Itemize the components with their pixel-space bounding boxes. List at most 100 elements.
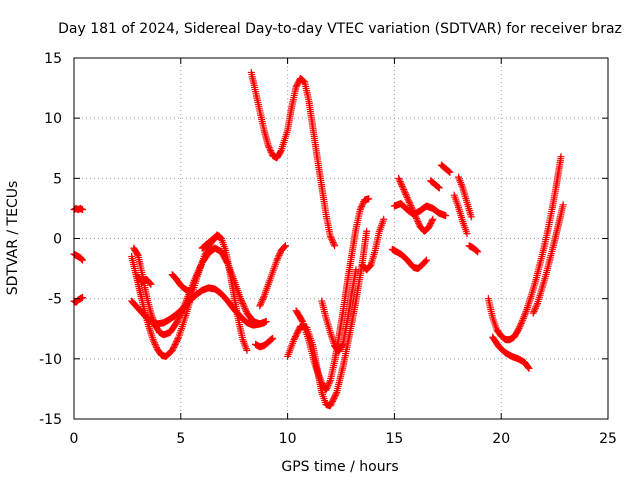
data-point: [193, 270, 201, 278]
data-point: [172, 339, 180, 347]
data-point: [358, 202, 366, 210]
data-point: [326, 232, 334, 240]
y-tick-label: -5: [48, 292, 62, 308]
data-point: [257, 299, 265, 307]
data-point: [328, 399, 336, 407]
series-arc-6: [128, 284, 270, 329]
data-point: [332, 390, 340, 398]
x-tick-label: 15: [385, 431, 403, 447]
data-point: [429, 215, 437, 223]
data-point: [474, 248, 482, 256]
data-point: [147, 280, 155, 288]
data-point: [515, 324, 523, 332]
data-point: [268, 335, 276, 343]
data-point: [269, 334, 277, 342]
data-point: [327, 234, 335, 242]
data-point: [328, 397, 336, 405]
data-point: [400, 187, 408, 195]
data-point: [169, 345, 177, 353]
series-arc-12: [256, 242, 289, 310]
data-point: [404, 195, 412, 203]
data-point: [171, 341, 179, 349]
x-tick-label: 5: [176, 431, 185, 447]
data-point: [78, 255, 86, 263]
series-arc-2: [70, 250, 87, 264]
data-point: [396, 178, 404, 186]
data-point: [298, 316, 306, 324]
series-arc-1: [70, 204, 87, 214]
data-point: [338, 341, 346, 349]
data-point: [399, 184, 407, 192]
data-point: [403, 192, 411, 200]
data-point: [331, 393, 339, 401]
data-point: [291, 334, 299, 342]
data-point: [150, 339, 158, 347]
data-point: [329, 396, 337, 404]
series-arc-10: [252, 334, 277, 351]
series-arc-9: [198, 232, 223, 252]
data-point: [398, 182, 406, 190]
series-arc-16: [358, 215, 388, 274]
data-point: [294, 328, 302, 336]
data-point: [559, 201, 567, 209]
data-point: [150, 337, 158, 345]
data-point: [281, 242, 289, 250]
data-point: [445, 167, 453, 175]
data-point: [329, 239, 337, 247]
data-point: [331, 391, 339, 399]
data-point: [259, 295, 267, 303]
data-point: [406, 200, 414, 208]
data-point: [530, 308, 538, 316]
data-point: [435, 184, 443, 192]
data-point: [352, 266, 360, 274]
data-point: [442, 212, 450, 220]
data-point: [152, 342, 160, 350]
data-point: [267, 147, 275, 155]
y-tick-label: -10: [39, 352, 62, 368]
series-arc-21: [437, 161, 454, 176]
y-tick-label: 10: [44, 111, 62, 127]
data-point: [239, 301, 247, 309]
data-point: [170, 342, 178, 350]
data-point: [149, 336, 157, 344]
series-arc-15: [318, 266, 360, 356]
data-point: [531, 306, 539, 314]
series-arc-5: [130, 244, 268, 339]
data-point: [414, 218, 422, 226]
data-point: [398, 181, 406, 189]
data-point: [168, 346, 176, 354]
series-arc-25: [484, 153, 565, 344]
data-point: [380, 215, 388, 223]
data-point: [264, 142, 272, 150]
data-point: [273, 256, 281, 264]
data-point: [274, 255, 282, 263]
data-point: [196, 263, 204, 271]
data-point: [533, 301, 541, 309]
data-point: [77, 255, 85, 263]
series-arc-8: [168, 271, 193, 295]
data-point: [240, 303, 248, 311]
data-point: [185, 287, 193, 295]
data-point: [532, 303, 540, 311]
data-point: [238, 298, 246, 306]
data-point: [395, 174, 403, 182]
data-point: [170, 343, 178, 351]
x-tick-label: 10: [279, 431, 297, 447]
x-axis-label: GPS time / hours: [281, 459, 398, 475]
data-point: [525, 364, 533, 372]
data-point: [400, 186, 408, 194]
data-point: [276, 148, 284, 156]
data-point: [324, 381, 332, 389]
series-arc-26: [489, 333, 533, 372]
data-point: [266, 145, 274, 153]
data-point: [237, 296, 245, 304]
data-point: [445, 168, 453, 176]
data-point: [463, 230, 471, 238]
data-point: [292, 331, 300, 339]
data-point: [327, 400, 335, 408]
data-point: [524, 363, 532, 371]
data-points: [70, 68, 567, 410]
y-axis-label: SDTVAR / TECUs: [5, 181, 21, 296]
data-point: [446, 168, 454, 176]
series-arc-17: [388, 245, 430, 273]
